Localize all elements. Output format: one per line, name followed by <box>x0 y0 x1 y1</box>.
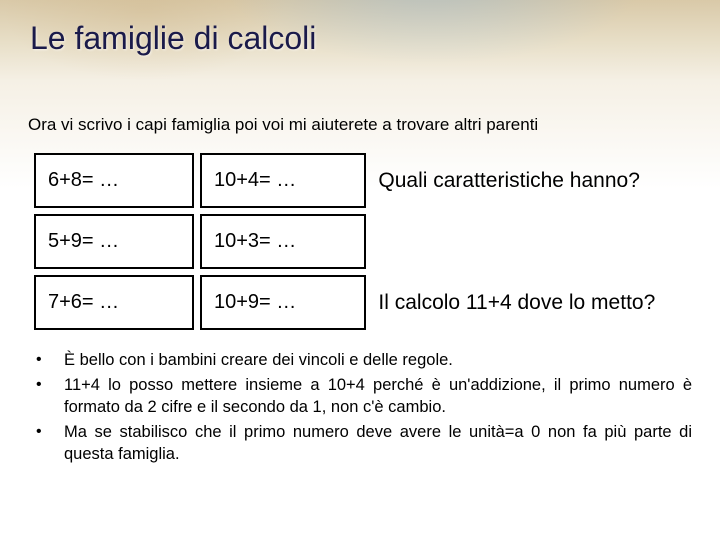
grid-cell: 6+8= … <box>34 153 194 208</box>
bullet-item: 11+4 lo posso mettere insieme a 10+4 per… <box>28 375 692 418</box>
grid-question: Quali caratteristiche hanno? <box>372 153 686 208</box>
bullet-item: Ma se stabilisco che il primo numero dev… <box>28 422 692 465</box>
grid-row: 5+9= … 10+3= … <box>34 214 686 269</box>
calc-grid: 6+8= … 10+4= … Quali caratteristiche han… <box>28 147 692 336</box>
grid-cell: 10+4= … <box>200 153 366 208</box>
slide-title: Le famiglie di calcoli <box>30 20 692 57</box>
grid-row: 6+8= … 10+4= … Quali caratteristiche han… <box>34 153 686 208</box>
bullet-list: È bello con i bambini creare dei vincoli… <box>28 350 692 465</box>
bullet-item: È bello con i bambini creare dei vincoli… <box>28 350 692 371</box>
grid-question: Il calcolo 11+4 dove lo metto? <box>372 275 686 330</box>
grid-cell: 7+6= … <box>34 275 194 330</box>
intro-text: Ora vi scrivo i capi famiglia poi voi mi… <box>28 115 692 135</box>
slide: Le famiglie di calcoli Ora vi scrivo i c… <box>0 0 720 540</box>
grid-empty <box>372 214 686 269</box>
grid-cell: 10+3= … <box>200 214 366 269</box>
grid-row: 7+6= … 10+9= … Il calcolo 11+4 dove lo m… <box>34 275 686 330</box>
grid-cell: 5+9= … <box>34 214 194 269</box>
grid-cell: 10+9= … <box>200 275 366 330</box>
